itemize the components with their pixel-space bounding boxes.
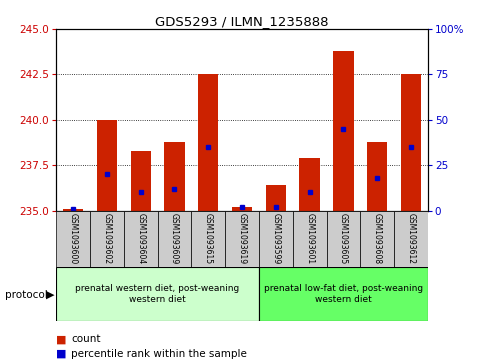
Text: count: count — [71, 334, 100, 344]
Bar — [130, 151, 150, 211]
Text: GSM1093601: GSM1093601 — [305, 213, 313, 264]
Bar — [123, 211, 157, 267]
Text: GSM1093599: GSM1093599 — [271, 213, 280, 264]
Text: prenatal western diet, post-weaning
western diet: prenatal western diet, post-weaning west… — [75, 284, 239, 304]
Text: GSM1093619: GSM1093619 — [237, 213, 246, 264]
Text: GSM1093615: GSM1093615 — [203, 213, 212, 264]
Bar — [56, 211, 90, 267]
Text: prenatal low-fat diet, post-weaning
western diet: prenatal low-fat diet, post-weaning west… — [264, 284, 422, 304]
Text: ■: ■ — [56, 334, 66, 344]
Text: GSM1093612: GSM1093612 — [406, 213, 415, 264]
Bar — [326, 211, 360, 267]
Bar — [299, 158, 319, 211]
Bar — [198, 74, 218, 211]
Bar — [56, 267, 259, 321]
Bar — [400, 74, 420, 211]
Bar — [259, 211, 292, 267]
Bar — [360, 211, 393, 267]
Bar — [292, 211, 326, 267]
Bar — [366, 142, 386, 211]
Text: GSM1093608: GSM1093608 — [372, 213, 381, 264]
Bar — [265, 185, 285, 211]
Bar — [97, 120, 117, 211]
Bar — [164, 142, 184, 211]
Bar — [259, 267, 427, 321]
Bar — [63, 209, 83, 211]
Bar — [191, 211, 224, 267]
Text: protocol: protocol — [5, 290, 47, 300]
Bar — [224, 211, 259, 267]
Bar — [157, 211, 191, 267]
Bar — [90, 211, 123, 267]
Text: GSM1093602: GSM1093602 — [102, 213, 111, 264]
Text: GSM1093609: GSM1093609 — [170, 213, 179, 264]
Bar — [231, 207, 252, 211]
Text: ■: ■ — [56, 349, 66, 359]
Text: GSM1093600: GSM1093600 — [68, 213, 78, 264]
Text: percentile rank within the sample: percentile rank within the sample — [71, 349, 246, 359]
Text: ▶: ▶ — [46, 290, 54, 300]
Bar — [333, 51, 353, 211]
Bar — [393, 211, 427, 267]
Text: GSM1093604: GSM1093604 — [136, 213, 145, 264]
Title: GDS5293 / ILMN_1235888: GDS5293 / ILMN_1235888 — [155, 15, 328, 28]
Text: GSM1093605: GSM1093605 — [338, 213, 347, 264]
